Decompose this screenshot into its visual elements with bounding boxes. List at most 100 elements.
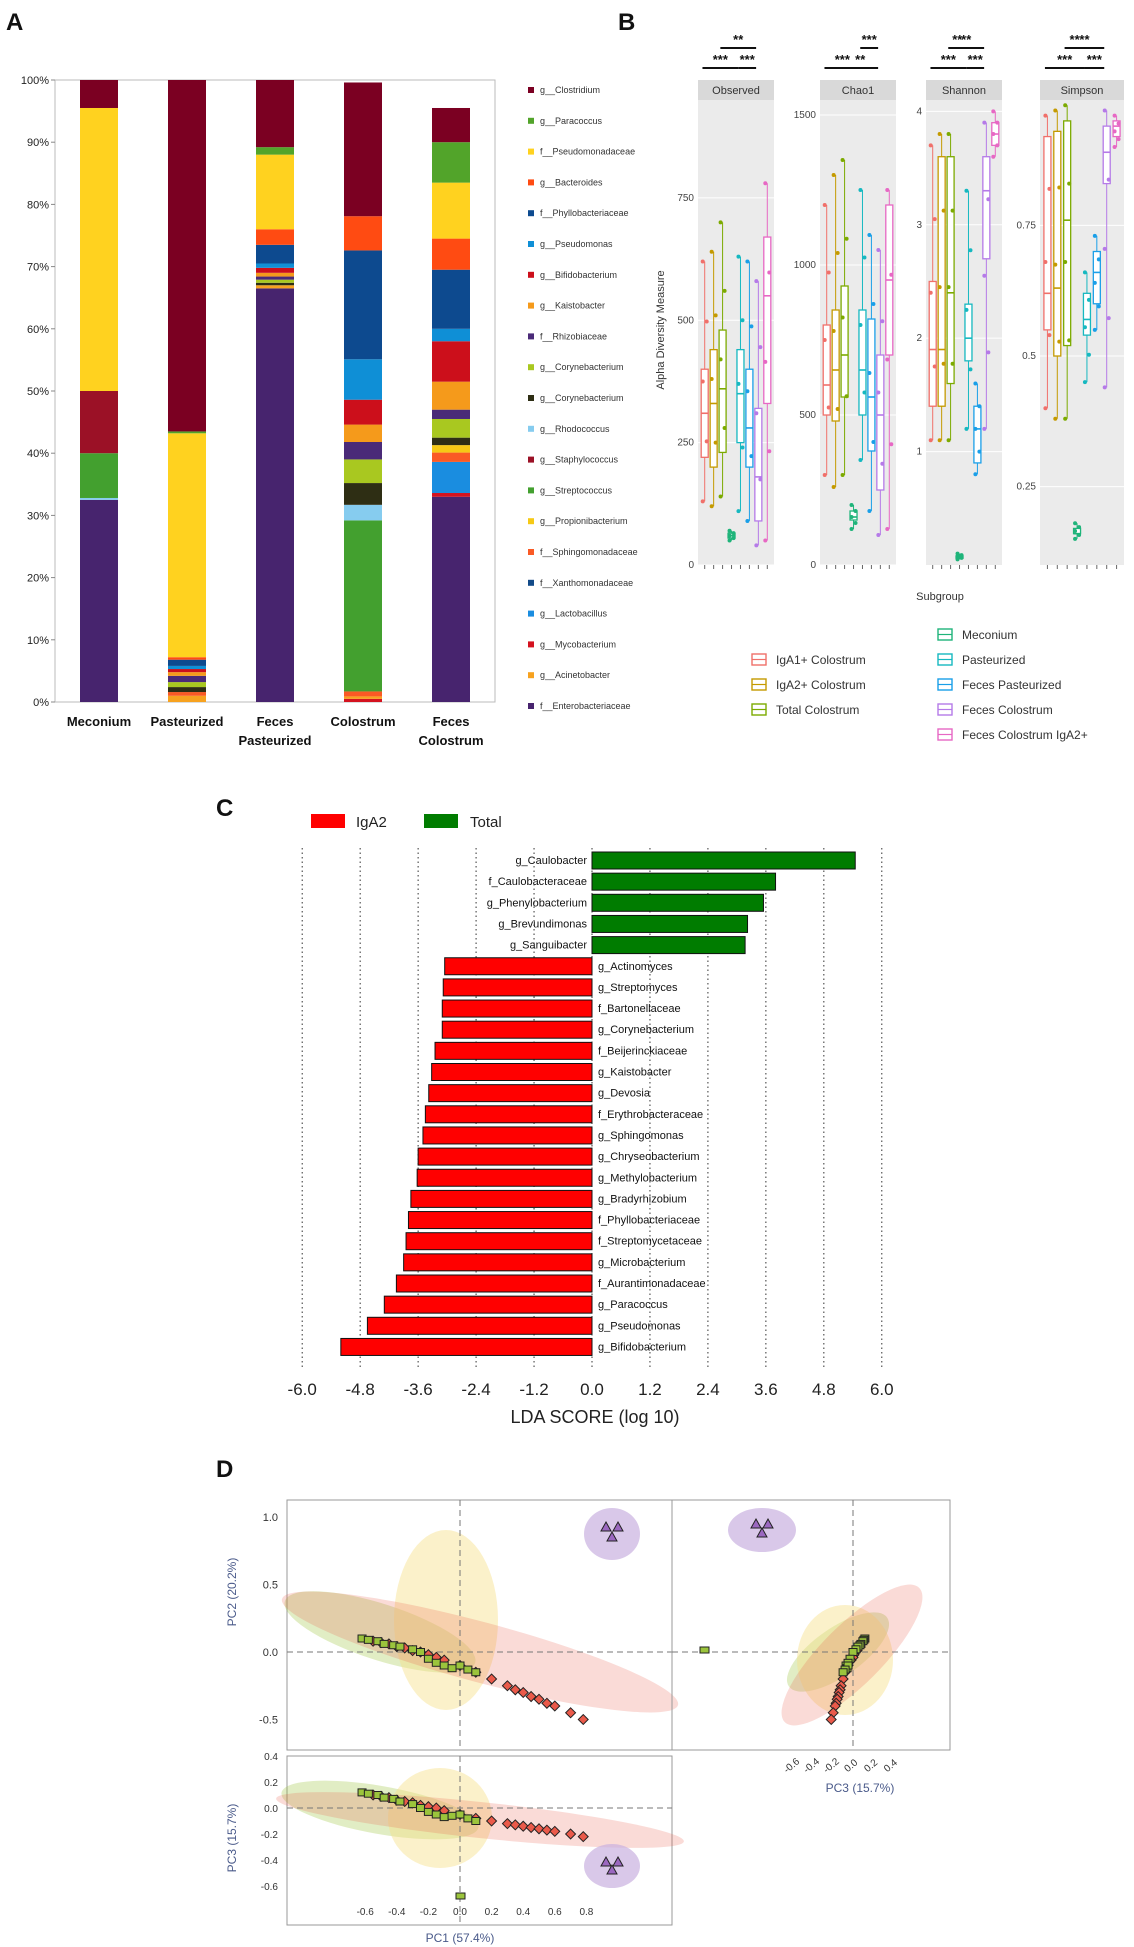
box-point <box>973 426 978 431</box>
box-point <box>1063 416 1068 421</box>
bar-segment <box>432 381 470 410</box>
point-pasteurized <box>699 1646 710 1654</box>
box-point <box>745 389 750 394</box>
box-point <box>835 251 840 255</box>
box-point <box>853 509 858 513</box>
box-point <box>758 345 763 350</box>
box-point <box>745 259 750 264</box>
lda-bar-label: g_Methylobacterium <box>598 1172 697 1184</box>
point-red <box>549 1825 561 1838</box>
legend-swatch <box>528 333 534 340</box>
y-tick-label: 0 <box>810 560 816 571</box>
facet-strip <box>698 80 774 100</box>
box-point <box>844 236 849 241</box>
bar-segment <box>432 409 470 419</box>
bar-segment <box>344 442 382 460</box>
bar-segment <box>256 282 294 286</box>
x-tick-label: -0.6 <box>357 1907 375 1918</box>
box-point <box>867 371 872 375</box>
box-point <box>880 461 885 466</box>
bar-segment <box>256 267 294 273</box>
box-point <box>1063 103 1068 108</box>
bar-segment <box>256 285 294 289</box>
bar-segment <box>432 496 470 702</box>
point-red <box>577 1713 589 1726</box>
lda-bar <box>434 1041 593 1060</box>
box-point <box>1043 406 1048 411</box>
point-purple <box>600 1520 612 1532</box>
box-point <box>758 477 763 482</box>
x-tick-label: 1.2 <box>638 1380 662 1399</box>
bar-segment <box>256 288 294 702</box>
box-point <box>871 440 876 444</box>
y-tick-label: 0 <box>688 560 694 571</box>
facet-title: Chao1 <box>842 85 874 97</box>
box-point <box>928 143 933 148</box>
x-tick-label: 0.4 <box>516 1907 530 1918</box>
x-category-label: Colostrum <box>331 714 396 729</box>
point-red <box>564 1828 577 1840</box>
box-point <box>826 405 831 410</box>
box-point <box>889 442 894 447</box>
point-pasteurized <box>455 1892 466 1900</box>
bar-segment <box>168 433 206 658</box>
legend-label: g__Paracoccus <box>540 116 603 126</box>
x-tick-label: -0.2 <box>420 1907 438 1918</box>
box-point <box>1102 246 1107 251</box>
y-tick-label: 50% <box>27 386 49 398</box>
legend-swatch <box>528 487 534 494</box>
point-green <box>471 1817 481 1825</box>
point-green <box>363 1789 373 1798</box>
y-tick-label: 1.0 <box>263 1512 278 1524</box>
lda-bar <box>366 1316 593 1335</box>
y-tick-label: -0.4 <box>261 1856 279 1867</box>
box-point <box>722 425 727 430</box>
bar-segment <box>256 154 294 230</box>
box-point <box>876 390 881 395</box>
box-point <box>840 473 845 477</box>
lda-bar-label: f_Bartonellaceae <box>598 1003 681 1015</box>
bar-segment <box>344 359 382 400</box>
box-point <box>937 438 942 443</box>
x-category-label: Colostrum <box>419 733 484 748</box>
point-green <box>439 1813 449 1822</box>
y-tick-label: 250 <box>677 438 694 449</box>
legend-label: Meconium <box>962 628 1017 642</box>
facet-title: Observed <box>712 85 760 97</box>
box-point <box>968 248 973 253</box>
box-iqr <box>1112 120 1121 138</box>
lda-bar <box>431 1063 593 1081</box>
lda-bar-label: f_Caulobacteraceae <box>489 876 587 888</box>
point-red <box>564 1707 577 1719</box>
box-point <box>853 521 858 525</box>
box-point <box>718 494 723 499</box>
box-point <box>736 509 741 514</box>
bar-segment <box>256 80 294 148</box>
point-purple <box>606 1530 618 1542</box>
legend-swatch <box>528 518 534 525</box>
lda-bar <box>591 872 777 891</box>
x-tick-label: 0.0 <box>453 1907 467 1918</box>
box-point <box>1092 233 1097 238</box>
bar-segment <box>432 107 470 143</box>
legend-label: g__Clostridium <box>540 85 600 95</box>
bar-segment <box>256 272 294 277</box>
facet-strip <box>1040 80 1124 100</box>
box-point <box>1112 113 1117 118</box>
box-point <box>844 394 849 399</box>
y-tick-label: 0.4 <box>264 1752 278 1763</box>
lda-bar-label: f_Erythrobacteraceae <box>598 1109 703 1121</box>
x-tick-label: -2.4 <box>461 1380 490 1399</box>
point-green <box>363 1635 373 1644</box>
box-point <box>867 233 872 237</box>
box-point <box>982 120 987 125</box>
lda-bar <box>591 851 856 870</box>
lda-bar <box>405 1232 593 1251</box>
facet-panel <box>926 100 1002 565</box>
x-tick-label: 4.8 <box>812 1380 836 1399</box>
bar-segment <box>344 691 382 697</box>
bar-segment <box>432 182 470 239</box>
bar-segment <box>168 695 206 702</box>
lda-bar <box>416 1168 593 1187</box>
x-tick-label: -0.4 <box>802 1756 823 1776</box>
